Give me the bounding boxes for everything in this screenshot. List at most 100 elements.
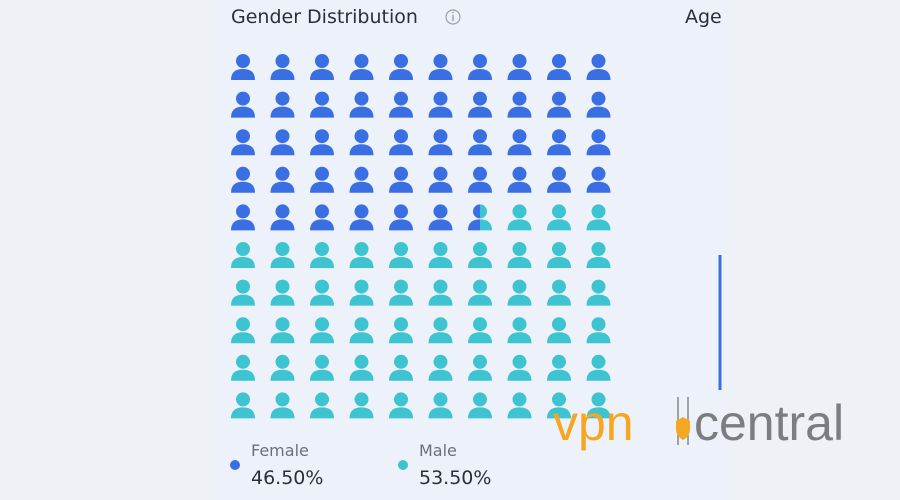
- panel: [212, 0, 724, 500]
- person-icon: [270, 129, 295, 156]
- person-icon: [349, 204, 374, 231]
- person-icon: [428, 242, 453, 268]
- watermark-brand: vpn: [553, 395, 634, 451]
- person-icon: [310, 279, 334, 306]
- person-icon: [507, 354, 532, 381]
- person-icon: [547, 54, 571, 80]
- info-icon[interactable]: [445, 9, 461, 25]
- person-icon: [547, 129, 571, 156]
- person-icon: [547, 204, 571, 231]
- person-icon: [270, 54, 295, 80]
- person-icon: [310, 242, 334, 268]
- person-icon: [507, 242, 532, 268]
- person-icon: [349, 129, 374, 156]
- person-icon: [231, 354, 255, 381]
- person-icon: [586, 354, 611, 381]
- person-icon: [389, 317, 413, 344]
- person-icon: [231, 166, 255, 193]
- person-icon: [389, 54, 413, 80]
- person-icon: [231, 204, 255, 231]
- person-icon: [586, 279, 611, 306]
- person-icon: [270, 91, 295, 118]
- person-icon: [428, 91, 453, 118]
- person-icon: [231, 279, 255, 306]
- person-icon: [507, 166, 532, 193]
- watermark: vpn central: [553, 395, 844, 451]
- legend-dot: [398, 460, 408, 470]
- person-icon: [310, 129, 334, 156]
- person-icon: [428, 392, 453, 419]
- person-icon: [428, 204, 453, 231]
- person-icon: [349, 279, 374, 306]
- person-icon: [428, 317, 453, 344]
- person-icon: [231, 242, 255, 268]
- person-icon: [310, 392, 334, 419]
- person-icon: [349, 392, 374, 419]
- person-icon: [468, 392, 492, 419]
- person-icon: [270, 279, 295, 306]
- person-icon: [270, 166, 295, 193]
- person-icon: [310, 204, 334, 231]
- person-icon: [389, 279, 413, 306]
- person-icon: [586, 392, 611, 419]
- person-icon: [468, 242, 492, 268]
- legend-value: 53.50%: [419, 467, 491, 489]
- person-icon: [468, 54, 492, 80]
- person-icon: [468, 91, 492, 118]
- person-icon: [270, 242, 295, 268]
- person-icon: [270, 317, 295, 344]
- chart-title: Gender Distribution: [231, 6, 418, 28]
- person-icon: [586, 91, 611, 118]
- next-panel-title: Age: [685, 6, 722, 28]
- legend-value: 46.50%: [251, 467, 323, 489]
- legend: Female 46.50% Male 53.50%: [230, 441, 491, 489]
- person-icon: [468, 204, 480, 231]
- person-icon: [547, 317, 571, 344]
- person-icon: [507, 54, 532, 80]
- person-icon: [349, 91, 374, 118]
- person-icon: [310, 91, 334, 118]
- person-icon: [349, 242, 374, 268]
- person-icon: [586, 129, 611, 156]
- person-icon: [389, 129, 413, 156]
- person-icon: [349, 354, 374, 381]
- person-icon: [428, 54, 453, 80]
- legend-dot: [230, 460, 240, 470]
- person-icon: [428, 354, 453, 381]
- person-icon: [389, 91, 413, 118]
- waffle: [231, 54, 611, 419]
- watermark-shield: [676, 397, 690, 445]
- person-icon: [586, 242, 611, 268]
- person-icon: [507, 91, 532, 118]
- watermark-rest: central: [694, 395, 844, 451]
- person-icon: [586, 204, 611, 231]
- person-icon: [389, 166, 413, 193]
- person-icon: [389, 242, 413, 268]
- person-icon: [547, 91, 571, 118]
- person-icon: [507, 129, 532, 156]
- person-icon: [507, 279, 532, 306]
- person-icon: [507, 204, 532, 231]
- person-icon: [270, 392, 295, 419]
- person-icon: [428, 129, 453, 156]
- person-icon: [389, 204, 413, 231]
- person-icon: [428, 166, 453, 193]
- person-icon: [547, 392, 571, 419]
- person-icon: [428, 279, 453, 306]
- person-icon: [231, 317, 255, 344]
- person-icon: [468, 317, 492, 344]
- person-icon: [310, 54, 334, 80]
- person-icon: [310, 317, 334, 344]
- person-icon: [507, 317, 532, 344]
- person-icon: [310, 354, 334, 381]
- person-icon: [231, 91, 255, 118]
- person-icon: [586, 166, 611, 193]
- person-icon: [389, 392, 413, 419]
- legend-label: Male: [419, 441, 457, 460]
- legend-label: Female: [251, 441, 309, 460]
- person-icon: [547, 166, 571, 193]
- person-icon: [547, 354, 571, 381]
- person-icon: [389, 354, 413, 381]
